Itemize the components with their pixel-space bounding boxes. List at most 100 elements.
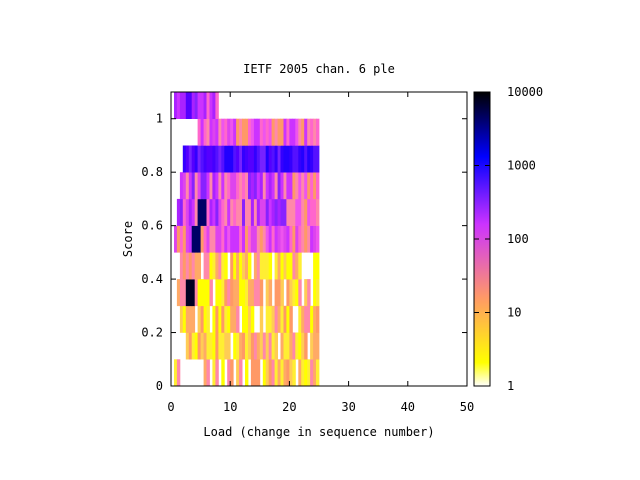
heatmap-cell — [283, 305, 287, 333]
heatmap-cell — [194, 145, 199, 173]
heatmap-cell — [197, 145, 201, 173]
heatmap-cell — [218, 118, 222, 146]
heatmap-cell — [185, 198, 190, 226]
heatmap-cell — [176, 359, 181, 387]
heatmap-cell — [295, 198, 299, 226]
heatmap-cell — [250, 145, 255, 173]
y-axis-ticks: 0 0.2 0.4 0.6 0.8 1 — [141, 112, 467, 393]
heatmap-cell — [310, 118, 314, 146]
heatmap-cell — [292, 172, 296, 200]
heatmap-cell — [209, 172, 213, 200]
heatmap-cell — [233, 225, 237, 253]
heatmap-cell — [245, 332, 249, 360]
heatmap-cell — [197, 172, 201, 200]
heatmap-cell — [194, 92, 199, 119]
heatmap-cell — [289, 305, 293, 333]
heatmap-cell — [227, 305, 231, 333]
heatmap-cell — [310, 225, 314, 253]
heatmap-cell — [250, 332, 255, 360]
heatmap-cell — [262, 145, 267, 173]
heatmap-cell — [242, 198, 246, 226]
heatmap-cell — [209, 279, 213, 307]
heatmap-cell — [212, 198, 216, 226]
heatmap-cell — [292, 198, 296, 226]
heatmap-cell — [197, 332, 201, 360]
heatmap-cell — [230, 172, 234, 200]
heatmap-cell — [203, 118, 207, 146]
heatmap-cell — [245, 279, 249, 307]
heatmap-cell — [194, 252, 199, 280]
heatmap-cell — [185, 305, 190, 333]
heatmap-cell — [301, 172, 305, 200]
heatmap-cell — [283, 172, 287, 200]
heatmap-cell — [218, 145, 222, 173]
heatmap-cell — [236, 359, 240, 387]
heatmap-cells — [174, 92, 320, 387]
heatmap-cell — [179, 279, 184, 307]
heatmap-cell — [265, 172, 270, 200]
heatmap-cell — [182, 252, 187, 280]
heatmap-cell — [277, 279, 281, 307]
heatmap-cell — [316, 118, 320, 146]
heatmap-cell — [304, 332, 308, 360]
heatmap-cell — [212, 92, 216, 119]
heatmap-cell — [253, 145, 258, 173]
heatmap-cell — [316, 359, 320, 387]
heatmap-cell — [271, 359, 275, 387]
heatmap-cell — [188, 279, 193, 307]
heatmap-cell — [245, 305, 249, 333]
heatmap-cell — [310, 145, 314, 173]
y-tick-label: 0.2 — [141, 326, 163, 340]
heatmap-cell — [316, 279, 320, 307]
heatmap-cell — [256, 279, 261, 307]
heatmap-cell — [280, 332, 284, 360]
heatmap-cell — [188, 92, 193, 119]
heatmap-cell — [313, 305, 317, 333]
heatmap-cell — [248, 225, 252, 253]
heatmap-cell — [250, 172, 255, 200]
heatmap-cell — [268, 359, 273, 387]
heatmap-cell — [236, 145, 240, 173]
heatmap-cell — [236, 118, 240, 146]
heatmap-cell — [215, 172, 219, 200]
heatmap-cell — [191, 145, 196, 173]
heatmap-cell — [253, 225, 258, 253]
heatmap-cell — [221, 145, 225, 173]
heatmap-cell — [203, 145, 207, 173]
heatmap-cell — [298, 172, 302, 200]
heatmap-cell — [212, 332, 216, 360]
heatmap-cell — [310, 305, 314, 333]
heatmap-cell — [200, 305, 204, 333]
heatmap-cell — [200, 172, 204, 200]
heatmap-cell — [259, 145, 264, 173]
heatmap-cell — [197, 279, 201, 307]
heatmap-cell — [298, 145, 302, 173]
heatmap-cell — [271, 305, 275, 333]
heatmap-cell — [280, 172, 284, 200]
heatmap-cell — [304, 359, 308, 387]
heatmap-cell — [203, 252, 207, 280]
heatmap-cell — [289, 225, 293, 253]
heatmap-cell — [203, 332, 207, 360]
heatmap-cell — [224, 279, 228, 307]
heatmap-cell — [307, 279, 311, 307]
heatmap-cell — [280, 305, 284, 333]
heatmap-cell — [292, 359, 296, 387]
heatmap-cell — [218, 198, 222, 226]
heatmap-cell — [218, 252, 222, 280]
heatmap-cell — [200, 332, 204, 360]
heatmap-cell — [206, 305, 210, 333]
x-axis-label: Load (change in sequence number) — [203, 425, 434, 439]
heatmap-cell — [262, 172, 267, 200]
heatmap-cell — [188, 252, 193, 280]
x-tick-label: 0 — [167, 400, 174, 414]
heatmap-cell — [236, 225, 240, 253]
heatmap-cell — [274, 305, 278, 333]
heatmap-cell — [307, 198, 311, 226]
heatmap-cell — [301, 118, 305, 146]
heatmap-cell — [283, 198, 287, 226]
y-axis-label: Score — [121, 221, 135, 257]
heatmap-cell — [277, 172, 281, 200]
heatmap-cell — [221, 172, 225, 200]
heatmap-cell — [215, 332, 219, 360]
